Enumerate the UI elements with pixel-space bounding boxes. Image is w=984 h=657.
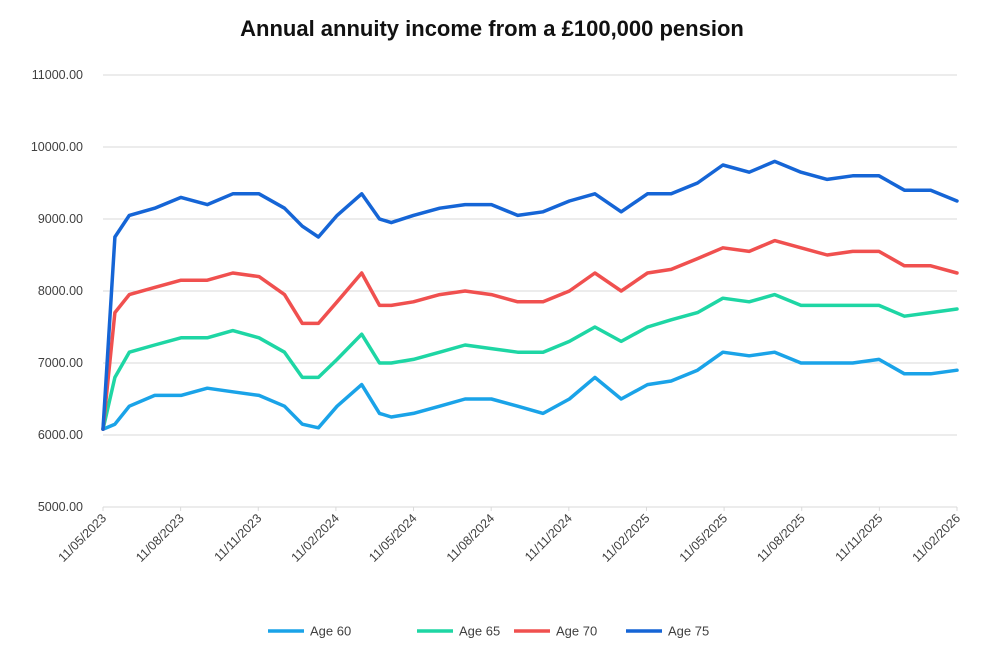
- series-line-age-70: [101, 238, 959, 431]
- x-tick-label: 11/11/2025: [833, 511, 886, 564]
- x-tick-label: 11/02/2026: [910, 511, 964, 565]
- y-tick-label: 11000.00: [32, 68, 83, 82]
- legend-label: Age 65: [459, 624, 500, 639]
- x-tick-label: 11/08/2024: [444, 511, 498, 565]
- x-tick-label: 11/05/2024: [366, 511, 420, 565]
- x-tick-label: 11/11/2024: [522, 511, 575, 564]
- series-line-age-75: [101, 159, 959, 431]
- series-line-age-65: [101, 292, 959, 431]
- y-tick-label: 7000.00: [38, 356, 83, 370]
- y-tick-label: 10000.00: [31, 140, 83, 154]
- x-tick-label: 11/08/2025: [754, 511, 808, 565]
- series-line-age-60: [101, 350, 959, 431]
- x-tick-label: 11/05/2025: [677, 511, 731, 565]
- legend-label: Age 75: [668, 624, 709, 639]
- y-tick-label: 5000.00: [38, 500, 83, 514]
- y-tick-label: 8000.00: [38, 284, 83, 298]
- x-tick-label: 11/02/2024: [289, 511, 343, 565]
- x-tick-label: 11/05/2023: [56, 511, 110, 565]
- chart-title: Annual annuity income from a £100,000 pe…: [240, 16, 744, 41]
- y-tick-label: 9000.00: [38, 212, 83, 226]
- x-tick-label: 11/02/2025: [599, 511, 653, 565]
- legend-label: Age 70: [556, 624, 597, 639]
- legend-label: Age 60: [310, 624, 351, 639]
- x-tick-label: 11/08/2023: [133, 511, 187, 565]
- x-tick-label: 11/11/2023: [212, 511, 265, 564]
- y-tick-label: 6000.00: [38, 428, 83, 442]
